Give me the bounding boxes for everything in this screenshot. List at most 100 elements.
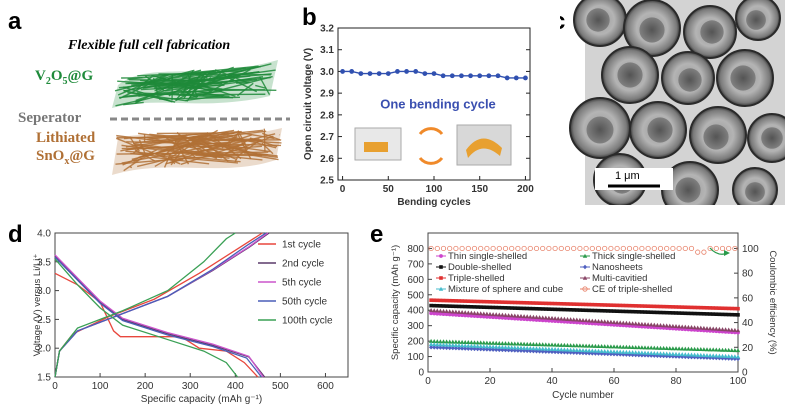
- data-point: [664, 351, 669, 356]
- data-point: [503, 344, 508, 349]
- data-point: [624, 320, 629, 325]
- data-point: [577, 343, 583, 348]
- data-point: [478, 314, 483, 319]
- x-axis-label: Cycle number: [552, 390, 614, 401]
- data-point: [590, 348, 595, 353]
- data-point: [460, 299, 464, 303]
- data-point: [429, 303, 433, 308]
- sphere-core: [730, 65, 756, 91]
- legend-entry: Thin single-shelled: [448, 251, 527, 262]
- data-point: [513, 300, 517, 305]
- data-point: [453, 245, 459, 252]
- data-point: [540, 318, 545, 323]
- data-point: [454, 312, 458, 317]
- mesh-strand: [146, 136, 233, 158]
- data-point: [447, 309, 452, 314]
- legend-entry: Mixture of sphere and cube: [448, 284, 563, 295]
- data-point: [652, 345, 657, 350]
- y-tick-label: 4.0: [37, 229, 51, 240]
- series-triple-shelled: [429, 298, 740, 311]
- data-point: [559, 307, 564, 312]
- data-point: [664, 245, 670, 252]
- data-point: [593, 343, 598, 348]
- data-point: [657, 245, 664, 252]
- electrode-illustration: [110, 60, 290, 175]
- mesh-strand: [177, 134, 258, 155]
- data-point: [581, 308, 585, 312]
- data-point: [614, 245, 620, 252]
- data-point: [606, 309, 610, 313]
- data-point: [614, 320, 620, 325]
- data-point: [457, 304, 461, 309]
- data-point: [553, 307, 557, 312]
- data-point: [457, 299, 461, 303]
- data-point: [639, 345, 645, 350]
- data-point: [469, 299, 474, 304]
- data-point: [552, 245, 558, 252]
- data-point: [571, 347, 576, 352]
- data-point: [435, 303, 440, 308]
- mesh-strand: [164, 76, 264, 92]
- data-point: [595, 245, 602, 252]
- data-point: [438, 311, 443, 316]
- mesh-strand: [248, 153, 279, 161]
- x-tick-label: 300: [182, 381, 199, 392]
- data-point: [550, 301, 554, 306]
- data-point: [624, 344, 629, 349]
- data-point: [459, 343, 465, 348]
- legend-entry: Triple-shelled: [448, 273, 505, 284]
- data-point: [454, 304, 458, 309]
- y-axis-label: Open circuit voltage (V): [303, 48, 314, 160]
- data-point: [590, 318, 595, 323]
- panel-d-label: d: [8, 221, 23, 248]
- data-point: [726, 347, 731, 352]
- mesh-strand: [126, 139, 262, 151]
- data-point: [668, 310, 672, 315]
- hollow-sphere: [661, 161, 719, 205]
- cycle-arrow-bottom: [418, 156, 444, 165]
- sphere-core: [745, 182, 765, 202]
- data-point: [627, 321, 632, 326]
- data-point: [528, 306, 533, 311]
- data-point: [630, 344, 635, 349]
- ocv-point: [459, 73, 464, 79]
- mesh-strand: [133, 142, 225, 157]
- data-point: [435, 339, 440, 344]
- data-point: [481, 340, 486, 345]
- data-point: [435, 308, 440, 313]
- data-point: [577, 347, 583, 352]
- data-point: [537, 301, 542, 305]
- data-point: [472, 340, 477, 345]
- data-point: [575, 302, 579, 307]
- data-point: [496, 245, 502, 252]
- data-point: [444, 339, 449, 344]
- y-tick-label: 0: [418, 368, 424, 379]
- data-point: [466, 310, 471, 315]
- ocv-point: [349, 69, 355, 74]
- discharge-curve: [54, 272, 259, 378]
- data-point: [463, 299, 467, 303]
- ocv-point: [431, 71, 437, 76]
- data-point: [580, 348, 586, 353]
- data-point: [578, 308, 582, 312]
- data-point: [689, 325, 694, 330]
- data-point: [717, 353, 722, 358]
- data-point: [456, 343, 462, 348]
- data-point: [577, 317, 583, 322]
- data-point: [664, 310, 669, 315]
- legend-entry: 5th cycle: [282, 278, 322, 289]
- data-point: [506, 341, 511, 346]
- data-point: [438, 286, 444, 291]
- data-point: [441, 308, 446, 313]
- data-point: [683, 346, 688, 351]
- data-point: [652, 304, 657, 309]
- mesh-strand: [185, 94, 225, 102]
- discharge-curve: [54, 254, 264, 378]
- data-point: [590, 308, 595, 313]
- data-point: [556, 307, 560, 312]
- data-point: [580, 343, 586, 348]
- data-point: [686, 346, 691, 351]
- data-point: [459, 310, 465, 315]
- data-point: [670, 245, 676, 252]
- data-point: [543, 318, 548, 323]
